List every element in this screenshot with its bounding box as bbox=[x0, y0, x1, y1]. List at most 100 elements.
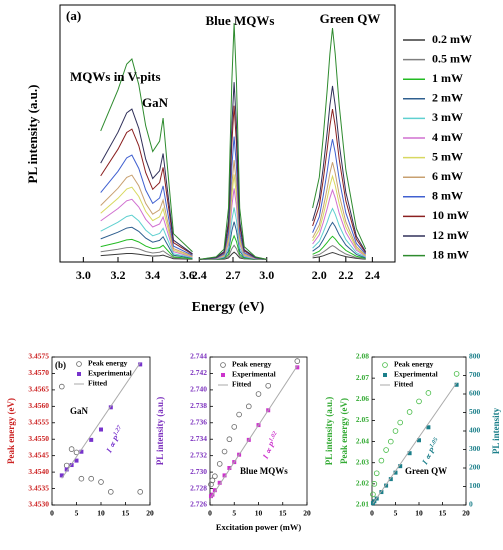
peak-energy-point bbox=[406, 409, 413, 415]
fit-label-text: I ∝ P bbox=[104, 434, 121, 455]
intensity-point bbox=[69, 463, 74, 468]
y-tick-label: 3.4540 bbox=[28, 467, 49, 476]
y-tick-label: 2.08 bbox=[356, 352, 369, 361]
y-tick-label: 2.736 bbox=[190, 417, 207, 426]
plot-frame bbox=[371, 356, 467, 506]
legend-label: 1 mW bbox=[432, 71, 463, 85]
spectrum-line bbox=[100, 214, 193, 259]
fit-label-exponent: 1.02 bbox=[269, 431, 279, 443]
y2-tick-label: 400 bbox=[469, 426, 481, 435]
plot-frame bbox=[59, 4, 396, 263]
y-tick-label: 2.730 bbox=[190, 467, 207, 476]
y-tick-label: 3.4550 bbox=[28, 434, 49, 443]
legend-swatch bbox=[221, 373, 225, 377]
peak-energy-point bbox=[88, 475, 94, 482]
intensity-point bbox=[108, 405, 113, 410]
spectrum-line bbox=[100, 108, 193, 255]
y2-tick-label: 500 bbox=[469, 407, 481, 416]
legend-swatch bbox=[220, 362, 226, 368]
peak-energy-point bbox=[236, 411, 242, 418]
y-tick-label: 2.738 bbox=[190, 401, 207, 410]
y-tick-label: 3.4535 bbox=[28, 483, 49, 492]
fit-label: I ∝ P1.02 bbox=[260, 431, 282, 461]
spectrum-line bbox=[312, 174, 367, 257]
x-tick-label: 5 bbox=[232, 509, 236, 518]
spectrum-line bbox=[100, 128, 193, 255]
y2-tick-label: 300 bbox=[469, 444, 481, 453]
y-tick-label: 2.726 bbox=[190, 500, 207, 509]
peak-energy-point bbox=[397, 419, 404, 426]
spectrum-line bbox=[312, 207, 366, 258]
y2-tick-label: 100 bbox=[469, 481, 481, 490]
intensity-point bbox=[398, 464, 403, 469]
x-tick-label: 10 bbox=[255, 509, 263, 518]
y2-tick-label: 700 bbox=[469, 370, 481, 379]
fit-label-exponent: 1.05 bbox=[429, 437, 440, 449]
legend-label: Fitted bbox=[88, 379, 108, 388]
y-tick-label: 2.02 bbox=[356, 479, 369, 488]
y-tick-label: 2.744 bbox=[190, 352, 207, 361]
spectrum-line bbox=[312, 85, 367, 252]
panel-text: Blue MQWs bbox=[240, 466, 288, 476]
x-axis-title: Excitation power (mW) bbox=[216, 522, 301, 532]
y-tick-label: 2.03 bbox=[356, 457, 369, 466]
legend-label: 0.2 mW bbox=[432, 32, 472, 46]
y2-tick-label: 800 bbox=[469, 352, 481, 361]
x-tick-label: 2.4 bbox=[365, 268, 380, 282]
spectrum-line bbox=[312, 162, 367, 256]
intensity-point bbox=[454, 382, 459, 387]
legend-label: Fitted bbox=[394, 380, 414, 389]
y-tick-label: 3.4560 bbox=[28, 401, 49, 410]
peak-energy-point bbox=[383, 447, 389, 453]
fit-label: I ∝ P1.05 bbox=[419, 437, 443, 467]
spectrum-line bbox=[100, 238, 193, 260]
intensity-point bbox=[59, 473, 64, 478]
peak-energy-point bbox=[212, 473, 218, 480]
x-tick-label: 0 bbox=[208, 509, 212, 518]
intensity-point bbox=[79, 449, 84, 454]
peak-energy-point bbox=[373, 470, 380, 477]
annotation: GaN bbox=[142, 95, 169, 110]
panel-label: (b) bbox=[55, 360, 66, 370]
y-tick-label: 2.04 bbox=[356, 436, 369, 445]
x-tick-label: 5 bbox=[394, 509, 398, 518]
plot-frame bbox=[209, 356, 308, 506]
peak-energy-point bbox=[255, 391, 262, 397]
peak-energy-point bbox=[63, 462, 70, 469]
intensity-point bbox=[222, 473, 227, 478]
legend-label: 5 mW bbox=[432, 149, 463, 163]
y-tick-label: 2.05 bbox=[356, 415, 369, 424]
spectrum-line bbox=[199, 207, 267, 260]
spectrum-line bbox=[312, 245, 366, 260]
spectrum-line bbox=[312, 251, 366, 260]
fit-label-text: I ∝ P bbox=[260, 440, 277, 461]
intensity-point bbox=[295, 365, 300, 370]
x-axis-title: Energy (eV) bbox=[192, 300, 265, 315]
intensity-point bbox=[217, 480, 222, 485]
spectrum-line bbox=[100, 58, 193, 253]
x-tick-label: 0 bbox=[50, 509, 54, 518]
intensity-point bbox=[384, 483, 389, 488]
peak-energy-point bbox=[294, 358, 301, 364]
legend-label: 18 mW bbox=[432, 247, 469, 261]
intensity-point bbox=[64, 467, 69, 472]
legend-label: Experimental bbox=[394, 370, 438, 379]
spectrum-line bbox=[312, 221, 366, 259]
x-tick-label: 3.2 bbox=[111, 268, 126, 282]
peak-energy-point bbox=[370, 491, 376, 498]
y-tick-label: 2.07 bbox=[356, 373, 369, 382]
peak-energy-point bbox=[137, 489, 144, 495]
spectrum-line bbox=[312, 235, 366, 259]
x-tick-label: 10 bbox=[415, 509, 423, 518]
peak-energy-point bbox=[392, 428, 399, 434]
y-tick-label: 3.4575 bbox=[28, 352, 49, 361]
y-axis-title: Peak energy (eV) bbox=[339, 398, 349, 464]
legend-label: 12 mW bbox=[432, 228, 469, 242]
x-tick-label: 3.6 bbox=[180, 268, 195, 282]
y-tick-label: 2.732 bbox=[190, 450, 207, 459]
legend-swatch bbox=[383, 373, 387, 377]
legend-label: Peak energy bbox=[394, 360, 434, 369]
peak-energy-point bbox=[108, 489, 114, 495]
spectrum-line bbox=[100, 186, 193, 258]
panel-text: Green QW bbox=[405, 466, 447, 476]
